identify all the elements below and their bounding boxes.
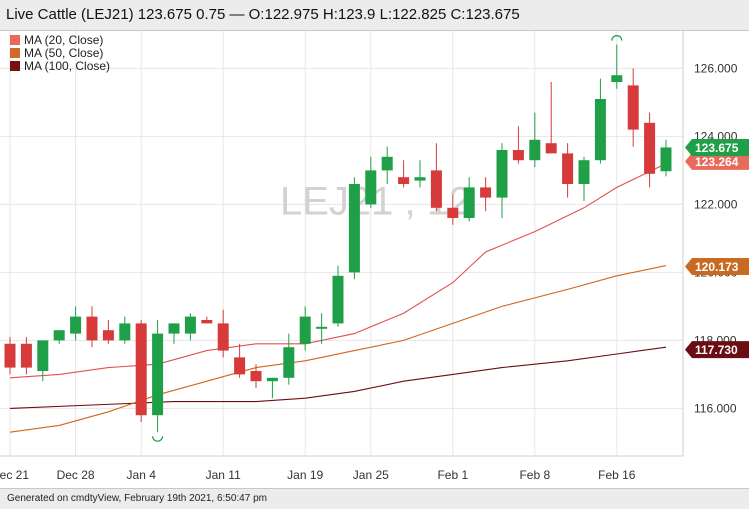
chart-title: Live Cattle (LEJ21) 123.675 0.75 — O:122… bbox=[6, 6, 520, 23]
x-tick-label: Jan 11 bbox=[206, 468, 241, 482]
candle-body bbox=[299, 316, 311, 344]
legend-label-ma20: MA (20, Close) bbox=[24, 33, 104, 47]
candle-body bbox=[316, 326, 328, 329]
ma20-line bbox=[9, 163, 667, 379]
candle-body bbox=[283, 347, 295, 378]
candle-body bbox=[348, 184, 360, 273]
candle-body bbox=[37, 340, 49, 371]
x-tick-label: Feb 16 bbox=[598, 468, 636, 482]
candle-body bbox=[217, 323, 229, 351]
chart-footer: Generated on cmdtyView, February 19th 20… bbox=[0, 488, 749, 509]
candle-body bbox=[365, 170, 377, 205]
candle-body bbox=[152, 333, 164, 416]
candle-body bbox=[644, 122, 656, 174]
plot-background bbox=[0, 31, 683, 456]
x-tick-label: Feb 8 bbox=[519, 468, 550, 482]
legend-label-ma100: MA (100, Close) bbox=[24, 59, 111, 73]
candle-body bbox=[496, 150, 508, 198]
candle-body bbox=[480, 187, 492, 198]
legend-item-ma50[interactable]: MA (50, Close) bbox=[10, 47, 110, 60]
candle-body bbox=[447, 207, 459, 218]
legend-swatch-ma20 bbox=[10, 35, 20, 45]
legend-swatch-ma100 bbox=[10, 61, 20, 71]
last-value-tag bbox=[685, 138, 749, 156]
candle-body bbox=[102, 330, 114, 341]
candle-body bbox=[86, 316, 98, 341]
candle-body bbox=[463, 187, 475, 218]
candle-body bbox=[119, 323, 131, 341]
candle-body bbox=[234, 357, 246, 375]
candle-body bbox=[53, 330, 65, 341]
candle-body bbox=[611, 75, 623, 82]
last-value-label: 123.675 bbox=[695, 141, 739, 155]
last-value-label: 117.730 bbox=[695, 343, 738, 357]
candle-body bbox=[20, 343, 32, 368]
footer-text: Generated on cmdtyView, February 19th 20… bbox=[7, 493, 267, 504]
candle-body bbox=[430, 170, 442, 208]
last-value-tag bbox=[685, 152, 749, 170]
last-value-tag bbox=[685, 341, 749, 359]
candle-body bbox=[562, 153, 574, 184]
candle-body bbox=[398, 177, 410, 184]
legend-item-ma100[interactable]: MA (100, Close) bbox=[10, 60, 110, 73]
x-tick-label: Jan 25 bbox=[353, 468, 389, 482]
candle-body bbox=[4, 343, 16, 368]
x-tick-label: Jan 19 bbox=[287, 468, 323, 482]
x-tick-label: Feb 1 bbox=[437, 468, 468, 482]
y-axis-background bbox=[683, 31, 749, 456]
x-tick-label: Jan 4 bbox=[127, 468, 157, 482]
low-marker bbox=[152, 436, 164, 442]
candle-body bbox=[168, 323, 180, 334]
candle-body bbox=[627, 85, 639, 130]
chart-header: Live Cattle (LEJ21) 123.675 0.75 — O:122… bbox=[0, 0, 749, 31]
candle-body bbox=[250, 371, 262, 382]
candle-body bbox=[512, 150, 524, 161]
candle-body bbox=[545, 143, 557, 154]
candle-body bbox=[332, 275, 344, 324]
candle-body bbox=[578, 160, 590, 184]
candle-body bbox=[201, 320, 213, 324]
candle-body bbox=[381, 156, 393, 171]
candle-body bbox=[529, 139, 541, 161]
candle-body bbox=[266, 377, 278, 382]
y-tick-label: 122.000 bbox=[694, 197, 738, 211]
chart-canvas[interactable]: LEJ21 , 12116.000118.000120.000122.00012… bbox=[0, 31, 749, 488]
last-value-label: 120.173 bbox=[695, 260, 739, 274]
candle-body bbox=[184, 316, 196, 334]
legend-swatch-ma50 bbox=[10, 48, 20, 58]
candle-body bbox=[135, 323, 147, 416]
candle-body bbox=[70, 316, 82, 334]
candle-body bbox=[594, 99, 606, 161]
candle-body bbox=[414, 177, 426, 181]
last-value-tag bbox=[685, 258, 749, 276]
legend: MA (20, Close) MA (50, Close) MA (100, C… bbox=[10, 34, 110, 73]
candle-body bbox=[660, 147, 672, 172]
y-tick-label: 116.000 bbox=[694, 401, 737, 415]
legend-label-ma50: MA (50, Close) bbox=[24, 46, 104, 60]
ma50-line bbox=[9, 265, 667, 433]
x-tick-label: Dec 28 bbox=[57, 468, 95, 482]
y-tick-label: 126.000 bbox=[694, 61, 738, 75]
high-marker bbox=[611, 35, 623, 41]
x-tick-label: Dec 21 bbox=[0, 468, 29, 482]
last-value-label: 123.264 bbox=[695, 155, 739, 169]
legend-item-ma20[interactable]: MA (20, Close) bbox=[10, 34, 110, 47]
